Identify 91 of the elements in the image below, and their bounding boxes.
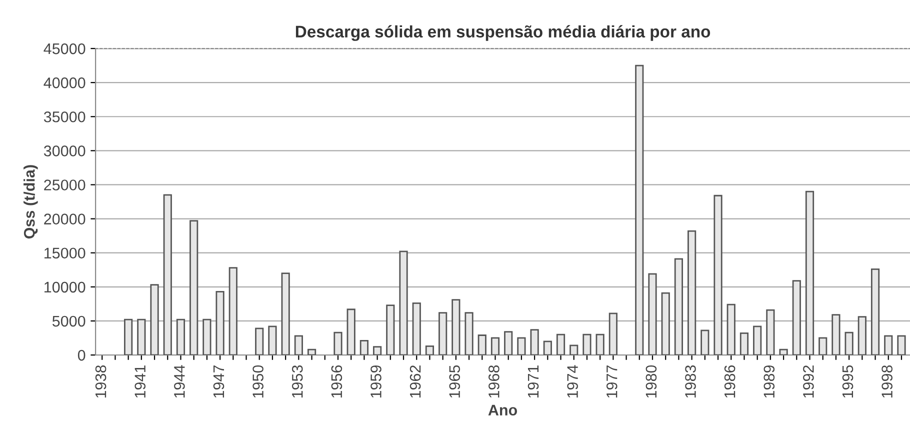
bar	[464, 312, 474, 356]
y-tick-label: 45000	[44, 43, 86, 54]
y-axis-title: Qss (t/dia)	[24, 165, 38, 238]
bar	[228, 267, 238, 356]
bar	[360, 340, 368, 356]
x-tick-label: 1971	[528, 365, 539, 398]
bar	[334, 332, 342, 356]
bar	[176, 318, 186, 356]
bar	[307, 348, 316, 356]
bar	[858, 316, 866, 356]
x-tick-label: 1977	[606, 365, 618, 398]
bar	[452, 299, 460, 356]
bar	[268, 326, 277, 356]
x-tick-label: 1998	[882, 365, 892, 398]
bar	[582, 334, 592, 356]
y-tick-label: 20000	[44, 214, 86, 224]
y-tick-label: 40000	[44, 77, 86, 88]
x-tick-label: 1953	[292, 365, 303, 398]
bar	[661, 292, 670, 356]
bar	[818, 337, 828, 356]
bar	[386, 304, 395, 356]
bar	[884, 335, 893, 356]
y-tick-label: 5000	[52, 316, 86, 327]
bar	[399, 250, 408, 356]
bar	[714, 194, 722, 356]
bar	[543, 340, 552, 356]
x-tick-label: 1962	[410, 365, 421, 398]
bar	[504, 331, 513, 356]
bar	[596, 334, 604, 356]
bar	[137, 318, 146, 356]
bar	[753, 326, 762, 356]
y-tick-label: 30000	[44, 146, 86, 156]
bar	[150, 284, 159, 356]
x-tick-label: 1941	[134, 365, 146, 398]
bar	[805, 190, 814, 356]
bar	[726, 304, 736, 356]
y-tick-label: 15000	[44, 248, 86, 259]
bar	[556, 334, 566, 356]
x-tick-label: 1986	[724, 365, 736, 398]
x-axis-title: Ano	[488, 404, 518, 416]
y-tick-label: 10000	[44, 282, 86, 293]
bar	[570, 344, 578, 356]
bar	[425, 345, 434, 356]
bar	[897, 335, 906, 356]
x-tick-label: 1950	[252, 365, 264, 398]
x-tick-label: 1968	[488, 365, 500, 398]
bar	[674, 258, 684, 356]
chart-title: Descarga sólida em suspensão média diária por ano	[296, 25, 710, 41]
x-tick-label: 1959	[370, 365, 382, 398]
bar	[608, 312, 618, 356]
bar	[412, 302, 421, 356]
bar	[216, 290, 224, 356]
bar	[832, 314, 840, 356]
bar	[255, 328, 264, 356]
bar	[294, 335, 303, 356]
bar	[190, 220, 198, 356]
bar	[163, 194, 172, 356]
bar	[792, 280, 801, 356]
bar	[688, 230, 696, 356]
x-tick-label: 1965	[449, 365, 460, 398]
bar	[648, 273, 657, 356]
bar	[478, 334, 486, 356]
bar	[124, 318, 133, 356]
bar	[635, 64, 644, 356]
bar	[740, 332, 749, 356]
bar	[346, 308, 356, 356]
x-tick-label: 1980	[646, 365, 657, 398]
x-tick-label: 1938	[95, 365, 106, 398]
bar	[438, 312, 448, 356]
bar	[700, 330, 710, 356]
x-tick-label: 1947	[213, 365, 224, 398]
bar	[530, 329, 539, 356]
y-tick-label: 25000	[44, 180, 86, 190]
y-tick-label: 0	[78, 350, 86, 361]
bar	[870, 268, 880, 356]
x-tick-label: 1995	[842, 365, 854, 398]
x-tick-label: 1989	[764, 365, 775, 398]
x-tick-label: 1983	[685, 365, 696, 398]
bar	[202, 318, 212, 356]
x-tick-label: 1974	[567, 365, 578, 398]
x-tick-label: 1956	[331, 365, 342, 398]
bar	[844, 332, 854, 356]
x-tick-label: 1992	[803, 365, 814, 398]
y-tick-label: 35000	[44, 111, 86, 122]
x-tick-label: 1944	[174, 365, 185, 398]
bar	[766, 309, 775, 356]
bar	[281, 272, 290, 356]
bar	[490, 337, 500, 356]
bar	[517, 337, 526, 356]
bar	[373, 346, 382, 356]
bar	[779, 348, 788, 356]
